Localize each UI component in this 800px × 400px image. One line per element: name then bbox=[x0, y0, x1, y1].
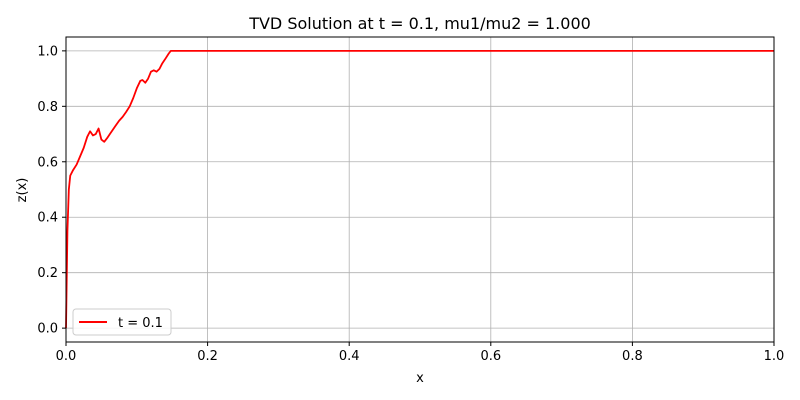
y-axis-label: z(x) bbox=[15, 178, 30, 203]
x-tick-label: 1.0 bbox=[764, 349, 785, 364]
legend-box bbox=[72, 308, 172, 336]
y-tick-label: 0.6 bbox=[37, 155, 58, 170]
x-tick-label: 0.4 bbox=[339, 349, 360, 364]
y-tick-label: 1.0 bbox=[37, 44, 58, 59]
chart-title: TVD Solution at t = 0.1, mu1/mu2 = 1.000 bbox=[248, 14, 591, 33]
legend: t = 0.1 bbox=[72, 308, 172, 336]
y-axis: 0.0 0.2 0.4 0.6 0.8 1.0 bbox=[37, 44, 66, 337]
plot-frame bbox=[65, 36, 775, 343]
x-axis-label: x bbox=[416, 371, 424, 386]
x-axis: 0.0 0.2 0.4 0.6 0.8 1.0 bbox=[56, 342, 785, 364]
legend-label: t = 0.1 bbox=[118, 316, 163, 331]
x-tick-label: 0.0 bbox=[56, 349, 77, 364]
series-layer bbox=[65, 49, 774, 329]
series-line bbox=[65, 49, 774, 329]
x-tick-label: 0.8 bbox=[622, 349, 643, 364]
y-tick-label: 0.2 bbox=[37, 266, 58, 281]
y-tick-label: 0.4 bbox=[37, 211, 58, 226]
y-tick-label: 0.0 bbox=[37, 322, 58, 337]
x-tick-label: 0.6 bbox=[480, 349, 501, 364]
x-tick-label: 0.2 bbox=[197, 349, 218, 364]
y-tick-label: 0.8 bbox=[37, 100, 58, 115]
